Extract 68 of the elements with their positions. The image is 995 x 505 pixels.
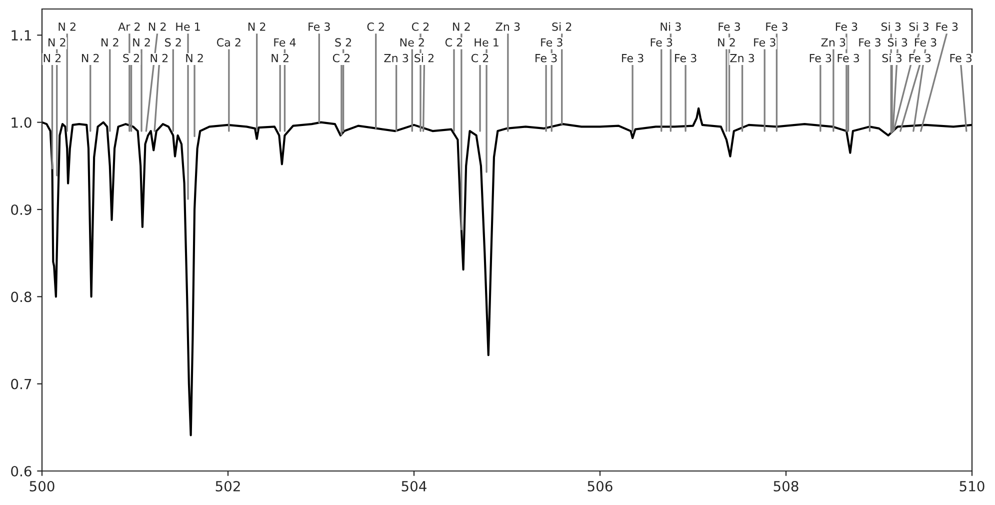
annotation: Fe 4 [274, 38, 296, 47]
annotation: He 1 [474, 38, 498, 47]
annotation: N 2 [148, 22, 166, 31]
annotation: Si 3 [882, 54, 902, 62]
annotation: N 2 [102, 38, 118, 46]
annotation: C 2 [367, 22, 384, 31]
annotation: Si 2 [414, 54, 434, 62]
annotation: Fe 3 [675, 54, 696, 62]
annotation: Si 3 [888, 38, 908, 47]
y-tick-label: 0.6 [11, 466, 32, 476]
annotation: Ca 2 [216, 38, 240, 47]
annotation: Zn 3 [730, 54, 754, 62]
annotation: Fe 3 [838, 54, 860, 62]
annotation: Fe 3 [810, 54, 832, 62]
annotation: Fe 3 [909, 54, 931, 62]
annotation: N 2 [248, 22, 266, 31]
annotation: N 2 [186, 54, 203, 62]
annotation: Zn 3 [496, 22, 520, 31]
annotation: Si 3 [881, 22, 901, 31]
annotation: N 2 [48, 38, 66, 46]
annotation: N 2 [58, 22, 76, 31]
annotation: Ne 2 [400, 38, 424, 47]
annotation: Fe 3 [541, 38, 562, 47]
annotation: Fe 3 [718, 22, 740, 31]
x-tick-label: 500 [30, 480, 54, 492]
annotation: N 2 [453, 22, 470, 31]
annotation: Fe 3 [308, 22, 330, 31]
y-tick-label: 1.1 [12, 30, 31, 40]
annotation: C 2 [471, 54, 488, 62]
x-tick-label: 506 [588, 480, 612, 492]
annotation: Fe 3 [914, 38, 936, 47]
y-tick-label: 0.7 [11, 378, 32, 390]
annotation: N 2 [718, 38, 735, 46]
annotation: C 2 [412, 22, 429, 31]
annotation: S 2 [165, 38, 181, 47]
annotation: Si 2 [552, 22, 572, 31]
annotation: S 2 [335, 38, 352, 47]
annotation: N 2 [150, 54, 168, 62]
annotation: Zn 3 [821, 38, 846, 47]
y-tick-label: 0.8 [11, 292, 32, 302]
annotation: Fe 3 [754, 38, 776, 47]
annotation: Ar 2 [118, 22, 140, 31]
annotation: N 2 [44, 54, 61, 62]
annotation: N 2 [272, 54, 288, 62]
annotation: Fe 3 [936, 22, 958, 31]
annotation: Fe 3 [650, 38, 672, 47]
annotation: C 2 [445, 38, 462, 47]
annotation: Zn 3 [384, 54, 408, 62]
annotation: Fe 3 [836, 22, 858, 31]
annotation: N 2 [133, 38, 150, 46]
y-tick-label: 1.0 [12, 117, 32, 128]
x-tick-label: 508 [774, 480, 798, 492]
x-tick-label: 510 [960, 480, 984, 492]
annotation: C 2 [332, 54, 350, 62]
annotation: Fe 3 [536, 54, 557, 62]
annotation: He 1 [176, 22, 200, 31]
annotation: Fe 3 [950, 54, 972, 62]
line-series [42, 107, 972, 436]
y-tick-label: 0.9 [11, 204, 32, 215]
annotation: S 2 [123, 54, 139, 62]
annotation: Ni 3 [660, 22, 681, 31]
annotation: Fe 3 [859, 38, 880, 47]
annotation: Fe 3 [622, 54, 644, 62]
x-tick-label: 504 [402, 480, 426, 492]
x-tick-label: 502 [216, 480, 240, 492]
annotation: N 2 [82, 54, 99, 62]
annotation: Si 3 [909, 22, 928, 31]
annotation: Fe 3 [766, 22, 788, 31]
